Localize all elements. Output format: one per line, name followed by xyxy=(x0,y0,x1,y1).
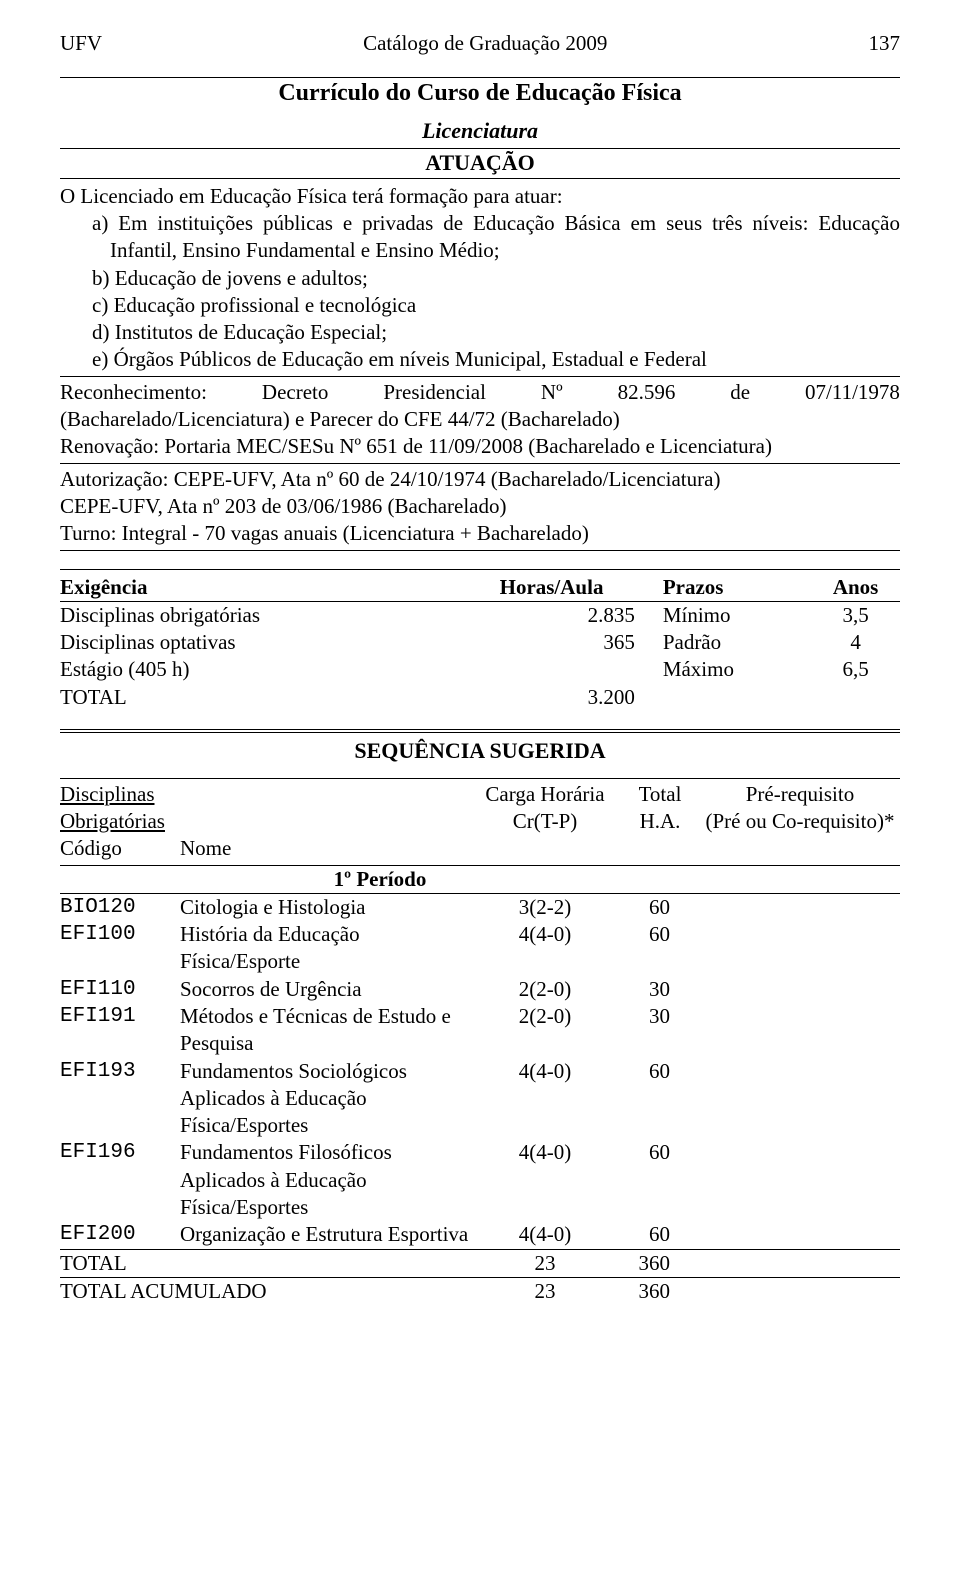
total-acumulado-row: TOTAL ACUMULADO 23 360 xyxy=(60,1277,900,1305)
atuacao-item: c) Educação profissional e tecnológica xyxy=(92,292,900,319)
reconhecimento-section: Reconhecimento: Decreto Presidencial Nº … xyxy=(60,379,900,461)
disciplina-row: EFI110 Socorros de Urgência 2(2-0) 30 xyxy=(60,976,900,1003)
atuacao-item: b) Educação de jovens e adultos; xyxy=(92,265,900,292)
licenciatura-label: Licenciatura xyxy=(60,117,900,149)
exigencia-table: Exigência Horas/Aula Prazos Anos Discipl… xyxy=(60,574,900,711)
atuacao-title: ATUAÇÃO xyxy=(60,149,900,179)
exigencia-header: Exigência xyxy=(60,574,450,602)
disciplina-row: BIO120 Citologia e Histologia 3(2-2) 60 xyxy=(60,894,900,921)
exigencia-header: Prazos xyxy=(653,574,811,602)
header-center: Catálogo de Graduação 2009 xyxy=(102,30,868,57)
atuacao-item: e) Órgãos Públicos de Educação em níveis… xyxy=(92,346,900,373)
exigencia-header: Horas/Aula xyxy=(450,574,653,602)
disciplinas-header: Disciplinas Obrigatórias Código Nome Car… xyxy=(60,778,900,866)
autorizacao-line3: Turno: Integral - 70 vagas anuais (Licen… xyxy=(60,520,900,547)
autorizacao-line2: CEPE-UFV, Ata nº 203 de 03/06/1986 (Bach… xyxy=(60,493,900,520)
disciplina-row: EFI200 Organização e Estrutura Esportiva… xyxy=(60,1221,900,1248)
page-header: UFV Catálogo de Graduação 2009 137 xyxy=(60,30,900,57)
reconhecimento-line1: Reconhecimento: Decreto Presidencial Nº … xyxy=(60,379,900,406)
atuacao-intro: O Licenciado em Educação Física terá for… xyxy=(60,183,900,210)
total-row: TOTAL 23 360 xyxy=(60,1249,900,1277)
autorizacao-section: Autorização: CEPE-UFV, Ata nº 60 de 24/1… xyxy=(60,466,900,548)
atuacao-item: a) Em instituições públicas e privadas d… xyxy=(92,210,900,265)
disciplina-row: EFI191 Métodos e Técnicas de Estudo e Pe… xyxy=(60,1003,900,1058)
atuacao-item: d) Institutos de Educação Especial; xyxy=(92,319,900,346)
sequencia-title: SEQUÊNCIA SUGERIDA xyxy=(60,732,900,766)
periodo-label: 1º Período xyxy=(60,866,900,894)
disciplina-row: EFI100 História da Educação Física/Espor… xyxy=(60,921,900,976)
disciplinas-table: BIO120 Citologia e Histologia 3(2-2) 60 … xyxy=(60,894,900,1249)
atuacao-list: a) Em instituições públicas e privadas d… xyxy=(60,210,900,374)
exigencia-row: TOTAL 3.200 xyxy=(60,684,900,711)
reconhecimento-line2: (Bacharelado/Licenciatura) e Parecer do … xyxy=(60,406,900,433)
header-left: UFV xyxy=(60,30,102,57)
exigencia-row: Disciplinas optativas 365 Padrão 4 xyxy=(60,629,900,656)
autorizacao-line1: Autorização: CEPE-UFV, Ata nº 60 de 24/1… xyxy=(60,466,900,493)
exigencia-row: Estágio (405 h) Máximo 6,5 xyxy=(60,656,900,683)
exigencia-row: Disciplinas obrigatórias 2.835 Mínimo 3,… xyxy=(60,601,900,629)
header-page-number: 137 xyxy=(869,30,901,57)
disciplina-row: EFI193 Fundamentos Sociológicos Aplicado… xyxy=(60,1058,900,1140)
reconhecimento-line3: Renovação: Portaria MEC/SESu Nº 651 de 1… xyxy=(60,433,900,460)
exigencia-header: Anos xyxy=(811,574,900,602)
curso-title: Currículo do Curso de Educação Física xyxy=(60,77,900,109)
disciplina-row: EFI196 Fundamentos Filosóficos Aplicados… xyxy=(60,1139,900,1221)
